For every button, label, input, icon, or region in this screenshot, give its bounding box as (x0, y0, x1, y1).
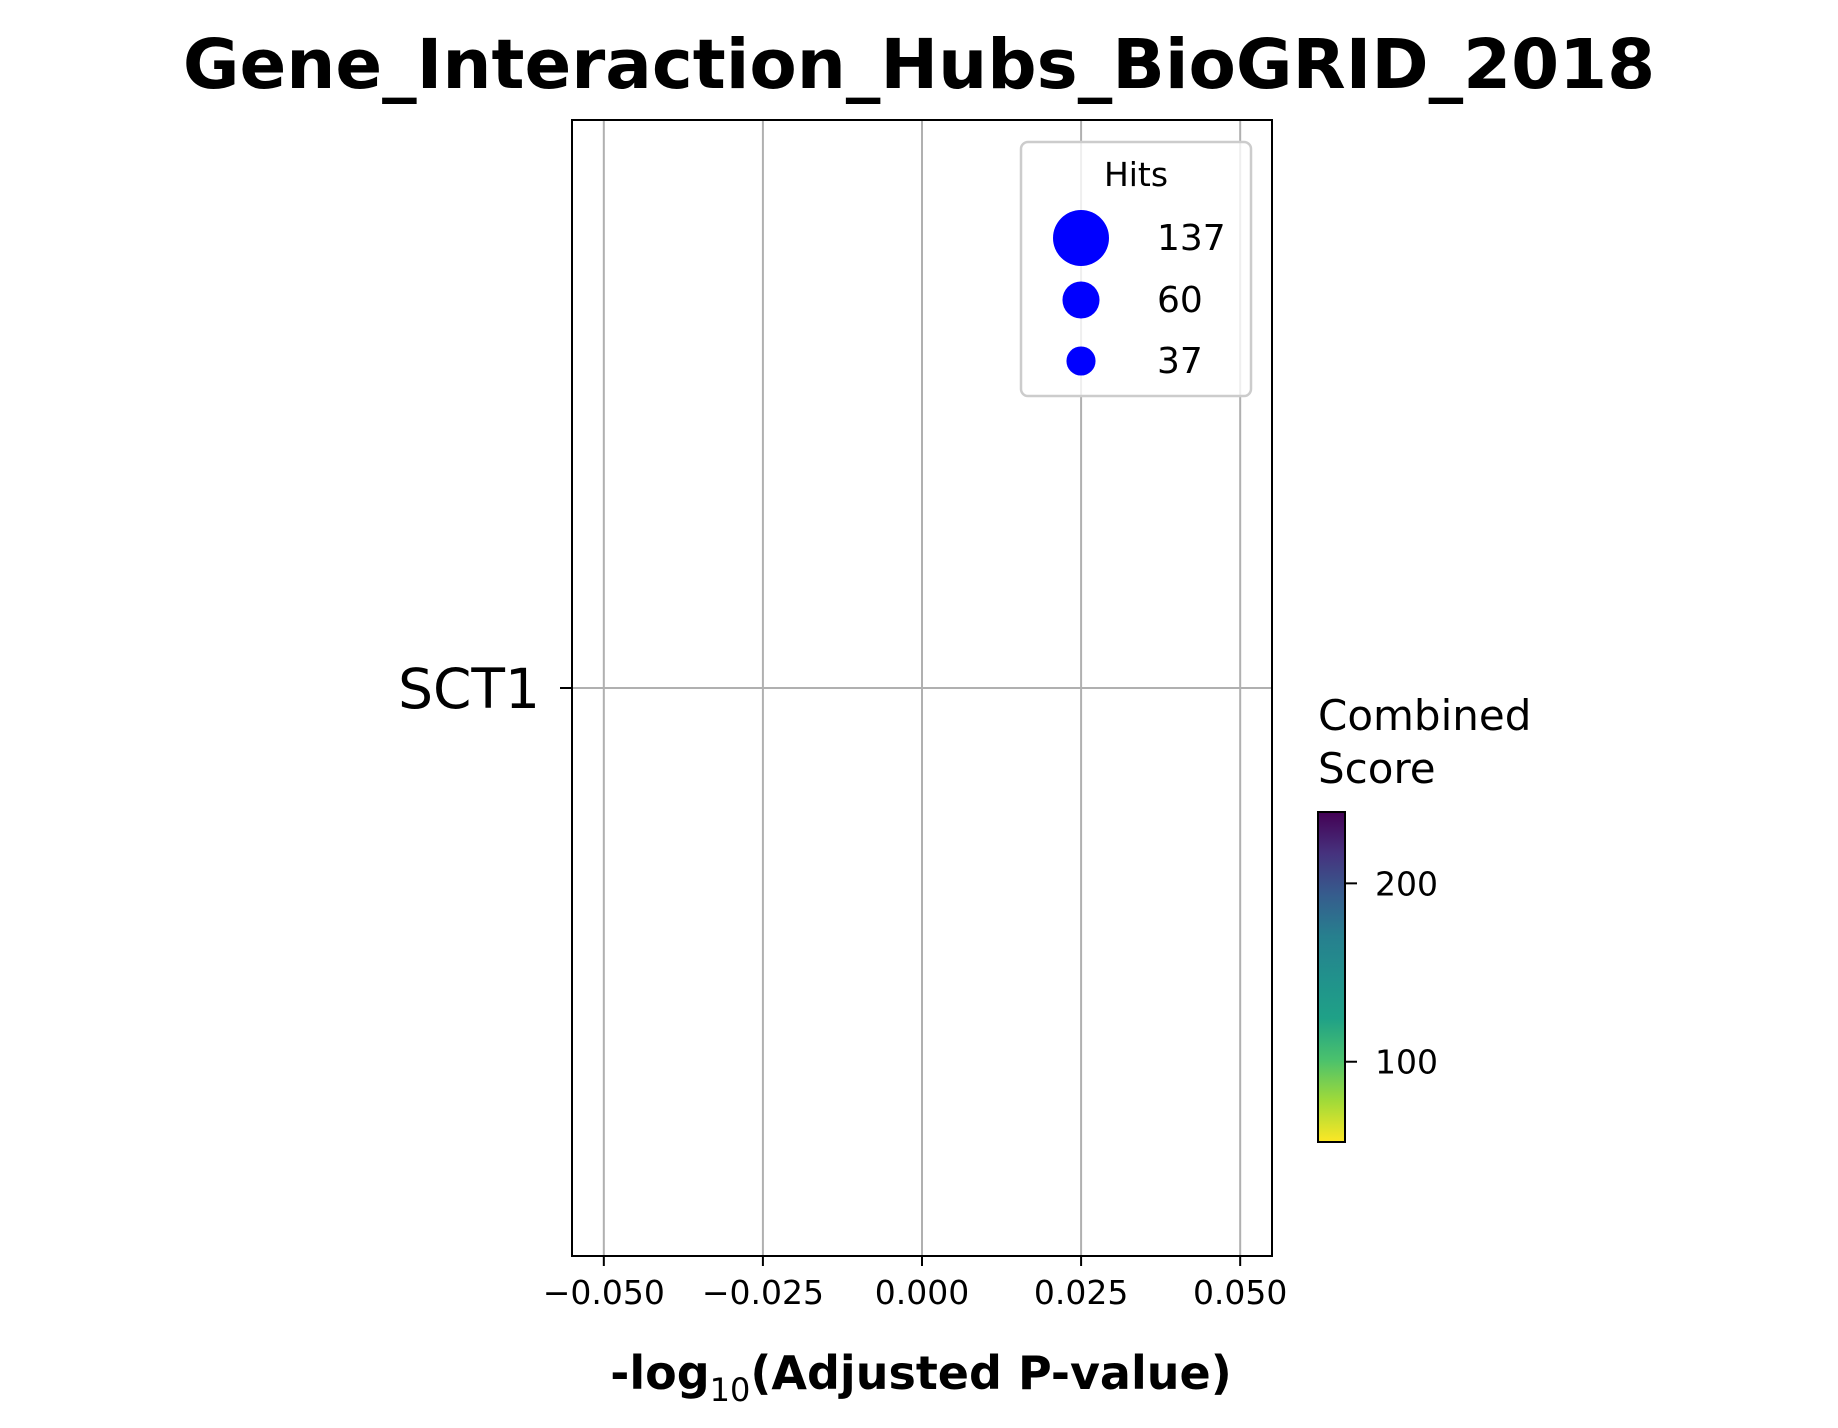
colorbar-ticks: 100 200 (1345, 864, 1438, 1082)
legend-marker (1062, 281, 1100, 319)
x-axis-label: -log10(Adjusted P-value) (610, 1346, 1231, 1409)
x-tick-label: 0.025 (1034, 1273, 1128, 1312)
colorbar: Combined Score 100 200 (1317, 691, 1545, 1143)
colorbar-title-line2: Score (1318, 744, 1436, 793)
legend-label: 137 (1157, 218, 1226, 259)
legend-frame (1019, 140, 1253, 398)
legend-title: Hits (1104, 155, 1168, 194)
legend-marker (1066, 346, 1096, 376)
y-tick-label: SCT1 (398, 657, 540, 721)
colorbar-gradient (1317, 811, 1346, 1143)
legend-label: 60 (1157, 280, 1203, 321)
x-tick-label: −0.025 (702, 1273, 824, 1312)
colorbar-tick-label: 200 (1375, 864, 1438, 903)
x-tick-label: −0.050 (543, 1273, 665, 1312)
x-tick-label: 0.000 (875, 1273, 969, 1312)
colorbar-tick-label: 100 (1375, 1043, 1438, 1082)
x-axis-ticks: −0.050 −0.025 0.000 0.025 0.050 (543, 1256, 1287, 1312)
legend-entries: 137 60 37 (1053, 210, 1226, 382)
legend-marker (1053, 210, 1109, 266)
colorbar-title: Combined Score (1318, 691, 1545, 793)
chart-title: Gene_Interaction_Hubs_BioGRID_2018 (183, 25, 1655, 105)
x-tick-label: 0.050 (1193, 1273, 1287, 1312)
colorbar-title-line1: Combined (1318, 691, 1531, 740)
legend-label: 37 (1157, 341, 1203, 382)
legend: Hits 137 60 37 (1019, 140, 1253, 398)
y-axis-ticks: SCT1 (398, 657, 572, 721)
